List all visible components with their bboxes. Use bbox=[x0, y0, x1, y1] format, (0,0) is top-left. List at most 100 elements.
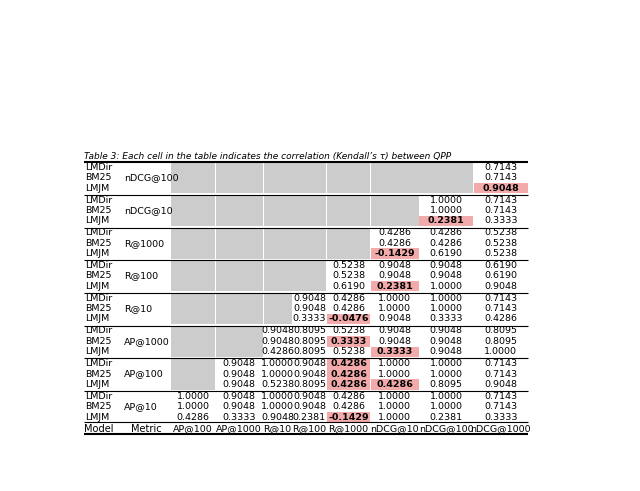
Text: 0.4286: 0.4286 bbox=[484, 315, 517, 324]
Text: LMDir: LMDir bbox=[84, 327, 112, 335]
Text: BM25: BM25 bbox=[84, 370, 111, 379]
Text: 1.0000: 1.0000 bbox=[261, 370, 294, 379]
Text: 1.0000: 1.0000 bbox=[378, 294, 411, 302]
Text: 0.9048: 0.9048 bbox=[483, 184, 519, 192]
Text: 0.8095: 0.8095 bbox=[293, 337, 326, 346]
Bar bbox=[264, 162, 292, 193]
Text: 0.3333: 0.3333 bbox=[292, 315, 326, 324]
Text: 0.3333: 0.3333 bbox=[223, 412, 256, 422]
Bar bbox=[419, 216, 473, 226]
Text: 0.9048: 0.9048 bbox=[261, 337, 294, 346]
Text: 0.9048: 0.9048 bbox=[378, 315, 411, 324]
Text: 0.4286: 0.4286 bbox=[378, 239, 411, 247]
Text: LMDir: LMDir bbox=[84, 195, 112, 205]
Text: 0.8095: 0.8095 bbox=[484, 337, 517, 346]
Text: 0.9048: 0.9048 bbox=[429, 337, 463, 346]
Text: BM25: BM25 bbox=[84, 173, 111, 182]
Text: -0.1429: -0.1429 bbox=[374, 249, 415, 258]
Text: 0.9048: 0.9048 bbox=[261, 327, 294, 335]
Text: 0.9048: 0.9048 bbox=[293, 402, 326, 411]
Text: 0.9048: 0.9048 bbox=[429, 327, 463, 335]
Text: 0.7143: 0.7143 bbox=[484, 173, 517, 182]
Bar bbox=[419, 162, 473, 193]
Text: 0.2381: 0.2381 bbox=[429, 412, 463, 422]
Bar bbox=[292, 227, 326, 259]
Text: -0.1429: -0.1429 bbox=[328, 412, 369, 422]
Text: 1.0000: 1.0000 bbox=[261, 402, 294, 411]
Text: 0.7143: 0.7143 bbox=[484, 163, 517, 172]
Bar bbox=[216, 326, 263, 357]
Text: AP@100: AP@100 bbox=[124, 370, 164, 379]
Text: 0.9048: 0.9048 bbox=[378, 272, 411, 280]
Text: 1.0000: 1.0000 bbox=[429, 402, 463, 411]
Bar bbox=[172, 227, 215, 259]
Text: 0.4286: 0.4286 bbox=[261, 347, 294, 356]
Text: LMDir: LMDir bbox=[84, 359, 112, 368]
Text: 0.4286: 0.4286 bbox=[429, 228, 463, 237]
Text: 1.0000: 1.0000 bbox=[429, 206, 463, 215]
Text: 0.8095: 0.8095 bbox=[293, 380, 326, 389]
Text: 0.7143: 0.7143 bbox=[484, 359, 517, 368]
Text: BM25: BM25 bbox=[84, 304, 111, 313]
Bar bbox=[264, 260, 292, 292]
Text: 0.4286: 0.4286 bbox=[177, 412, 210, 422]
Text: R@10: R@10 bbox=[264, 424, 292, 433]
Text: Table 3: Each cell in the table indicates the correlation (Kendall’s τ) between : Table 3: Each cell in the table indicate… bbox=[84, 152, 451, 161]
Text: 0.4286: 0.4286 bbox=[332, 392, 365, 401]
Text: 0.4286: 0.4286 bbox=[330, 359, 367, 368]
Text: -0.0476: -0.0476 bbox=[328, 315, 369, 324]
Text: LMJM: LMJM bbox=[84, 249, 109, 258]
Bar bbox=[216, 162, 263, 193]
Text: 0.7143: 0.7143 bbox=[484, 392, 517, 401]
Text: 1.0000: 1.0000 bbox=[177, 392, 210, 401]
Text: 0.9048: 0.9048 bbox=[378, 327, 411, 335]
Bar bbox=[327, 336, 370, 347]
Text: 0.4286: 0.4286 bbox=[332, 304, 365, 313]
Text: 0.5238: 0.5238 bbox=[484, 228, 517, 237]
Text: 0.9048: 0.9048 bbox=[429, 272, 463, 280]
Text: 0.5238: 0.5238 bbox=[332, 327, 365, 335]
Text: 0.9048: 0.9048 bbox=[261, 412, 294, 422]
Bar bbox=[371, 347, 419, 357]
Text: LMDir: LMDir bbox=[84, 163, 112, 172]
Bar bbox=[172, 162, 215, 193]
Text: Model: Model bbox=[84, 424, 113, 434]
Text: 1.0000: 1.0000 bbox=[261, 359, 294, 368]
Text: LMJM: LMJM bbox=[84, 282, 109, 291]
Text: 1.0000: 1.0000 bbox=[378, 392, 411, 401]
Text: 0.7143: 0.7143 bbox=[484, 294, 517, 302]
Bar bbox=[327, 369, 370, 379]
Text: 1.0000: 1.0000 bbox=[429, 282, 463, 291]
Text: 0.5238: 0.5238 bbox=[484, 239, 517, 247]
Text: 1.0000: 1.0000 bbox=[261, 392, 294, 401]
Text: LMJM: LMJM bbox=[84, 380, 109, 389]
Text: 0.7143: 0.7143 bbox=[484, 370, 517, 379]
Bar bbox=[327, 195, 370, 226]
Bar bbox=[172, 293, 215, 324]
Text: 1.0000: 1.0000 bbox=[378, 304, 411, 313]
Text: 0.4286: 0.4286 bbox=[376, 380, 413, 389]
Text: 1.0000: 1.0000 bbox=[429, 304, 463, 313]
Bar bbox=[172, 326, 215, 357]
Text: 0.9048: 0.9048 bbox=[223, 370, 256, 379]
Text: LMJM: LMJM bbox=[84, 184, 109, 192]
Text: 0.4286: 0.4286 bbox=[429, 239, 463, 247]
Text: 0.8095: 0.8095 bbox=[293, 327, 326, 335]
Bar bbox=[371, 248, 419, 259]
Text: 0.6190: 0.6190 bbox=[484, 272, 517, 280]
Text: 0.4286: 0.4286 bbox=[378, 228, 411, 237]
Text: 0.5238: 0.5238 bbox=[484, 249, 517, 258]
Text: LMDir: LMDir bbox=[84, 294, 112, 302]
Text: BM25: BM25 bbox=[84, 272, 111, 280]
Text: LMJM: LMJM bbox=[84, 347, 109, 356]
Text: 0.9048: 0.9048 bbox=[293, 392, 326, 401]
Text: LMDir: LMDir bbox=[84, 392, 112, 401]
Text: 0.7143: 0.7143 bbox=[484, 195, 517, 205]
Text: LMDir: LMDir bbox=[84, 228, 112, 237]
Text: nDCG@100: nDCG@100 bbox=[124, 173, 179, 182]
Text: 0.6190: 0.6190 bbox=[429, 249, 463, 258]
Bar bbox=[327, 358, 370, 369]
Bar bbox=[216, 195, 263, 226]
Bar bbox=[172, 260, 215, 292]
Text: Metric: Metric bbox=[131, 424, 162, 434]
